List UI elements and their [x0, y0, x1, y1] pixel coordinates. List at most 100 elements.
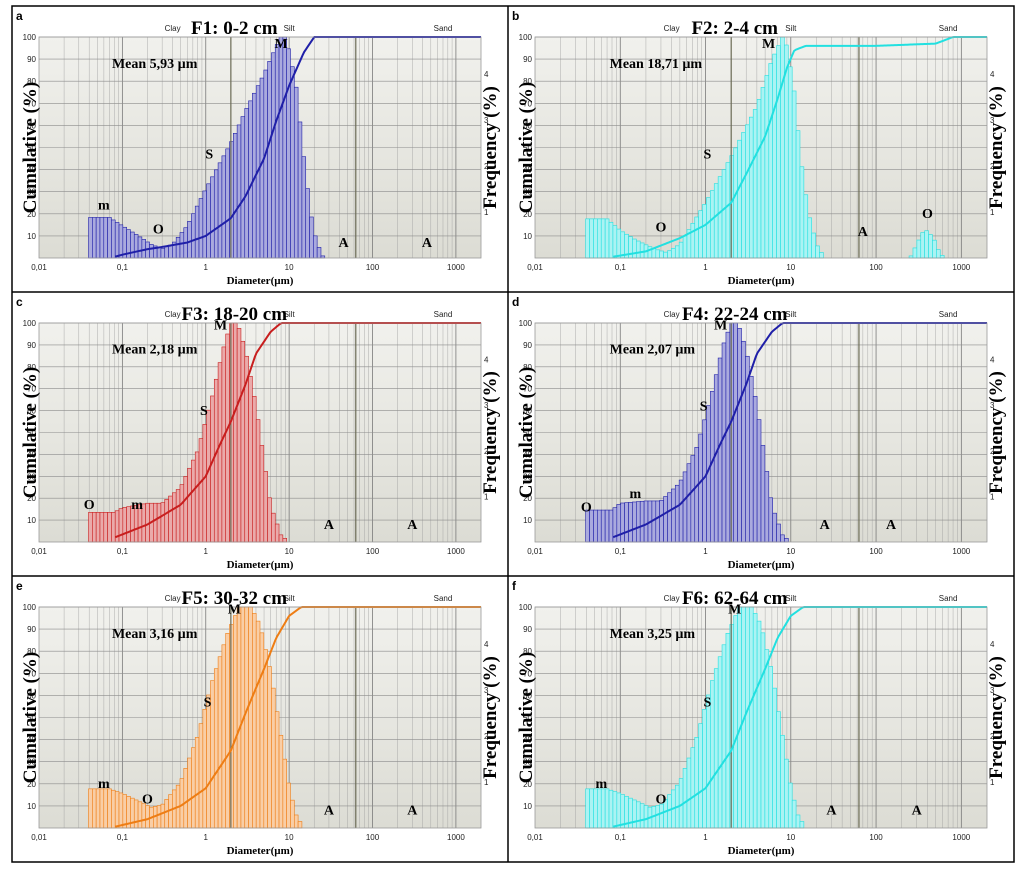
frequency-bar — [764, 75, 770, 259]
frequency-bar — [122, 507, 127, 543]
frequency-bar — [316, 247, 322, 259]
frequency-bar — [114, 791, 120, 829]
frequency-bar — [791, 90, 797, 259]
frequency-bar — [780, 734, 785, 829]
plot-border — [38, 322, 482, 543]
frequency-bar — [678, 241, 684, 259]
y-left-tick-label: 10 — [523, 516, 532, 525]
mode-annotation: A — [912, 804, 923, 819]
mode-annotation: O — [922, 207, 933, 222]
y-left-tick-label: 10 — [27, 802, 36, 811]
frequency-bar — [671, 247, 676, 259]
cumulative-curve — [613, 36, 987, 258]
frequency-bar — [274, 523, 280, 543]
panel-e: 10 20 30 40 50 60 70 80 90 100 1 2 3 4 0,01 0,1 1 10 100 10… — [16, 579, 501, 857]
frequency-bar — [756, 419, 762, 543]
frequency-bar — [95, 217, 101, 259]
frequency-bar — [233, 615, 238, 829]
size-class-label: Silt — [785, 310, 797, 319]
frequency-bar — [164, 499, 169, 543]
x-tick-label: 10 — [786, 833, 795, 842]
x-tick-label: 0,1 — [615, 833, 627, 842]
x-tick-label: 0,01 — [527, 833, 543, 842]
mode-annotation: O — [581, 500, 592, 515]
frequency-bar — [776, 523, 781, 543]
frequency-bar — [244, 108, 249, 259]
y-left-tick-label: 30 — [27, 758, 36, 767]
x-tick-label: 1 — [703, 547, 708, 556]
panel-a: 10 20 30 40 50 60 70 80 90 100 1 2 3 4 0,01 0,1 1 10 100 10… — [16, 9, 501, 287]
frequency-bar — [313, 235, 318, 259]
mode-annotation: A — [820, 518, 831, 533]
frequency-bar — [620, 502, 625, 543]
x-tick-label: 1 — [703, 833, 708, 842]
frequency-bar — [733, 147, 738, 259]
frequency-bar — [286, 782, 291, 829]
frequency-bar — [107, 788, 112, 829]
frequency-bar — [187, 757, 192, 829]
y-left-tick-label: 60 — [27, 691, 36, 700]
y-left-tick-label: 50 — [27, 429, 36, 438]
frequency-bar — [671, 488, 676, 543]
x-axis-title: Diameter(µm) — [728, 559, 795, 571]
frequency-bar — [156, 805, 162, 829]
frequency-bar — [290, 66, 295, 259]
frequency-bar — [807, 217, 812, 259]
y-right-tick-label: 1 — [484, 492, 489, 501]
frequency-bar — [655, 805, 660, 829]
y-left-tick-label: 100 — [23, 33, 37, 42]
x-axis-title: Diameter(µm) — [227, 845, 294, 857]
panel-title: F5: 30-32 cm — [182, 588, 288, 609]
frequency-bar — [297, 121, 303, 259]
mode-annotation: m — [131, 498, 143, 513]
frequency-bar — [936, 249, 941, 259]
frequency-bar — [137, 236, 143, 259]
mean-label: Mean 3,16 µm — [112, 627, 198, 642]
frequency-bar — [674, 245, 680, 259]
frequency-bar — [721, 644, 727, 829]
x-tick-label: 0,1 — [615, 263, 627, 272]
size-class-label: Silt — [785, 24, 797, 33]
frequency-bar — [244, 606, 249, 829]
frequency-bar — [760, 87, 766, 259]
frequency-bar — [111, 789, 116, 829]
x-axis-title: Diameter(µm) — [728, 275, 795, 287]
y-right-tick-label: 2 — [990, 162, 995, 171]
frequency-bar — [233, 322, 238, 543]
x-tick-label: 0,1 — [117, 547, 129, 556]
frequency-bar — [799, 166, 805, 259]
y-left-tick-label: 70 — [27, 99, 36, 108]
y-right-axis-title: Frequency (%) — [986, 371, 1007, 494]
frequency-bar — [659, 499, 664, 543]
y-left-tick-label: 10 — [27, 516, 36, 525]
frequency-bar — [259, 632, 265, 829]
frequency-bar — [682, 768, 688, 829]
frequency-bar — [118, 224, 124, 259]
frequency-bar — [663, 251, 668, 259]
x-tick-label: 10 — [285, 263, 294, 272]
y-left-tick-label: 80 — [27, 77, 36, 86]
mode-annotation: O — [656, 793, 667, 808]
frequency-bar — [717, 656, 723, 829]
frequency-bar — [286, 48, 291, 259]
frequency-bar — [225, 148, 230, 259]
frequency-bar — [620, 794, 625, 829]
frequency-bar — [612, 791, 618, 829]
y-right-tick-label: 3 — [990, 686, 995, 695]
frequency-bar — [819, 252, 824, 259]
y-right-tick-label: 4 — [990, 356, 995, 365]
frequency-bar — [593, 218, 598, 259]
frequency-bar — [95, 788, 101, 829]
frequency-bar — [156, 247, 162, 259]
x-tick-label: 1000 — [952, 833, 970, 842]
frequency-bar — [126, 506, 131, 543]
frequency-bar — [678, 479, 684, 543]
frequency-bar — [815, 245, 820, 259]
size-class-label: Clay — [664, 24, 680, 33]
frequency-bar — [206, 409, 211, 543]
frequency-bar — [787, 66, 793, 259]
frequency-bar — [263, 649, 268, 829]
frequency-bar — [293, 814, 299, 829]
frequency-bar — [772, 687, 777, 829]
y-right-tick-label: 4 — [484, 70, 489, 79]
